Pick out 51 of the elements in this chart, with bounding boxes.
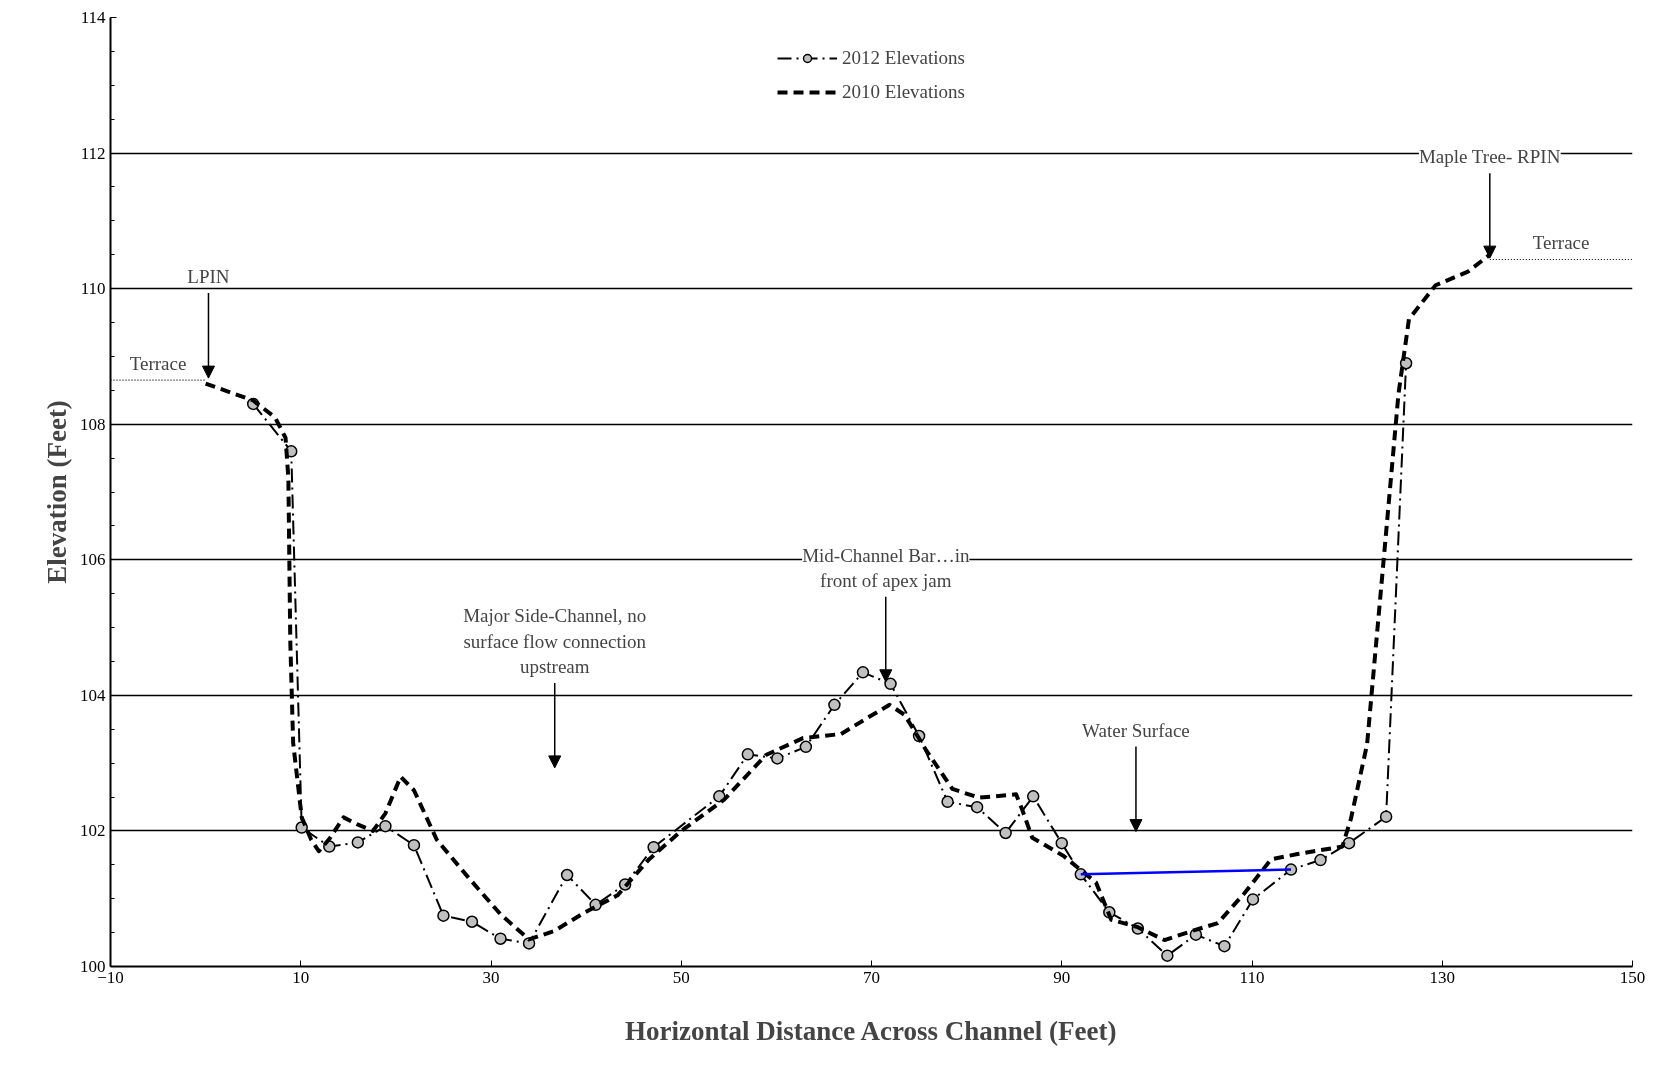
y-tick-label: 110 (80, 279, 106, 299)
y-tick-label: 108 (80, 414, 106, 434)
y-tick-label: 112 (80, 143, 106, 163)
annotation: Water Surface (1082, 719, 1190, 741)
point (1218, 939, 1231, 953)
x-tick-label: 130 (1429, 967, 1455, 987)
point (1055, 836, 1068, 850)
point (379, 819, 392, 833)
point (560, 868, 574, 882)
x-tick-label: 30 (482, 967, 500, 987)
point (351, 836, 365, 849)
x-tick-label: 90 (1053, 967, 1071, 987)
annotation: Maple Tree- RPIN (1418, 146, 1561, 168)
point (799, 740, 813, 754)
y-tick-label: 114 (80, 8, 106, 27)
point (771, 752, 784, 765)
x-axis-title: Horizontal Distance Across Channel (Feet) (625, 1015, 1117, 1046)
annotation: Terrace (129, 353, 187, 375)
point (437, 909, 450, 922)
point (647, 840, 660, 854)
y-tick-label: 104 (80, 685, 106, 705)
point (741, 748, 755, 761)
x-tick-label: 150 (1619, 967, 1646, 987)
x-tick-label: 70 (863, 967, 880, 987)
point (999, 826, 1012, 840)
point (1246, 893, 1260, 906)
annotation: Mid-Channel Bar…in front of apex jam (802, 544, 970, 591)
y-tick-label: 106 (80, 550, 106, 570)
point (1342, 836, 1356, 850)
x-tick-label: 110 (1239, 967, 1265, 987)
legend-label: 2012 Elevations (842, 47, 965, 69)
point (1379, 810, 1393, 823)
x-tick-label: 50 (672, 967, 690, 987)
point (465, 915, 479, 928)
legend-label: 2010 Elevations (842, 81, 965, 103)
point (1026, 790, 1040, 803)
x-tick-label: 10 (292, 967, 310, 987)
point (1314, 853, 1327, 867)
point (1161, 949, 1174, 962)
point (970, 800, 984, 814)
point (884, 677, 897, 691)
point (856, 666, 870, 679)
y-axis-title: Elevation (Feet) (42, 400, 72, 584)
annotation: Major Side-Channel, no surface flow connection upstream (463, 605, 647, 677)
y-tick-label: 102 (80, 821, 106, 841)
annotation: LPIN (187, 266, 230, 288)
point (828, 698, 841, 712)
annotation: Terrace (1532, 232, 1590, 254)
point (407, 838, 421, 852)
point (494, 932, 507, 945)
point (941, 795, 954, 809)
